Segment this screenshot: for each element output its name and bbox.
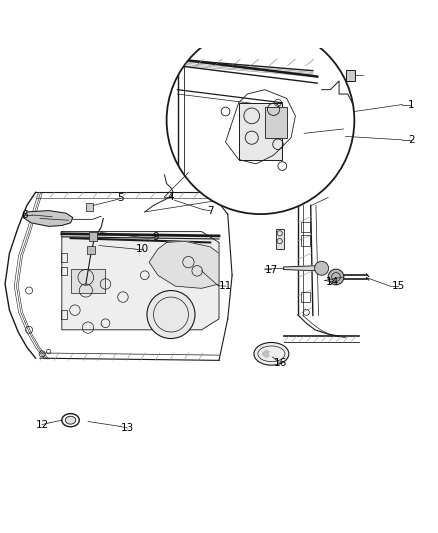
Circle shape bbox=[166, 26, 354, 214]
Text: 16: 16 bbox=[273, 358, 287, 368]
Polygon shape bbox=[62, 231, 219, 330]
Bar bbox=[301, 235, 310, 246]
Ellipse shape bbox=[65, 416, 76, 424]
Text: 6: 6 bbox=[21, 210, 28, 220]
Bar bbox=[276, 229, 284, 249]
Polygon shape bbox=[284, 265, 321, 271]
Bar bbox=[86, 203, 93, 211]
Circle shape bbox=[328, 269, 344, 285]
Text: 9: 9 bbox=[152, 232, 159, 242]
Circle shape bbox=[314, 261, 328, 275]
Bar bbox=[87, 246, 95, 254]
Bar bbox=[60, 266, 67, 275]
Text: 2: 2 bbox=[408, 135, 414, 145]
Text: 10: 10 bbox=[136, 244, 149, 254]
Polygon shape bbox=[149, 241, 219, 288]
Text: 15: 15 bbox=[392, 281, 405, 291]
Bar bbox=[71, 269, 106, 293]
Bar bbox=[239, 103, 283, 159]
Bar bbox=[301, 222, 310, 232]
Polygon shape bbox=[263, 350, 269, 357]
Bar bbox=[265, 107, 287, 138]
Text: 7: 7 bbox=[207, 206, 214, 216]
Bar bbox=[346, 70, 355, 81]
Bar bbox=[60, 253, 67, 262]
Text: 5: 5 bbox=[117, 193, 124, 204]
Text: 17: 17 bbox=[265, 264, 278, 274]
Text: 13: 13 bbox=[121, 423, 134, 433]
Text: 12: 12 bbox=[35, 419, 49, 430]
Polygon shape bbox=[23, 211, 73, 227]
Circle shape bbox=[147, 290, 195, 338]
Text: 11: 11 bbox=[219, 281, 232, 291]
Bar bbox=[60, 310, 67, 319]
Ellipse shape bbox=[254, 343, 289, 365]
Text: 4: 4 bbox=[168, 192, 174, 201]
Text: 1: 1 bbox=[408, 100, 414, 109]
Bar bbox=[89, 232, 97, 241]
Text: 14: 14 bbox=[326, 277, 339, 287]
Bar bbox=[301, 292, 310, 302]
